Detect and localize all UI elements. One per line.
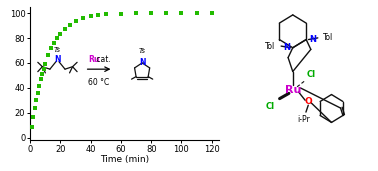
- Text: Tol: Tol: [265, 42, 276, 51]
- X-axis label: Time (min): Time (min): [100, 155, 149, 165]
- Point: [80, 17, 86, 20]
- Point: [42, 62, 48, 65]
- Point: [36, 84, 42, 87]
- Point: [163, 12, 169, 15]
- Point: [35, 91, 41, 94]
- Point: [62, 27, 68, 30]
- Point: [30, 116, 36, 119]
- Text: 60 °C: 60 °C: [88, 78, 109, 87]
- Point: [118, 12, 124, 15]
- Text: N: N: [309, 35, 316, 44]
- Text: Cl: Cl: [307, 70, 316, 79]
- Point: [148, 12, 154, 15]
- Point: [45, 54, 51, 57]
- Point: [48, 47, 54, 50]
- Point: [103, 13, 109, 16]
- Text: Ts: Ts: [54, 47, 61, 53]
- Point: [38, 78, 44, 81]
- Point: [88, 15, 94, 18]
- Point: [29, 126, 35, 128]
- Point: [41, 67, 47, 70]
- Text: N: N: [54, 55, 61, 64]
- Text: Ru: Ru: [88, 55, 100, 64]
- Text: Ru: Ru: [285, 86, 301, 95]
- Point: [194, 12, 200, 14]
- Point: [209, 12, 215, 14]
- Point: [33, 99, 39, 101]
- Point: [178, 12, 184, 15]
- Text: Cl: Cl: [266, 102, 275, 111]
- Text: i-Pr: i-Pr: [297, 115, 310, 124]
- Text: N: N: [283, 43, 290, 52]
- Text: cat.: cat.: [94, 55, 111, 64]
- Point: [57, 32, 64, 35]
- Point: [54, 36, 60, 39]
- Point: [95, 14, 101, 17]
- Point: [73, 20, 79, 23]
- Point: [39, 72, 45, 75]
- Text: Ts: Ts: [139, 48, 146, 54]
- Point: [67, 24, 73, 27]
- Text: Tol: Tol: [323, 33, 333, 42]
- Text: O: O: [304, 97, 312, 106]
- Point: [51, 41, 57, 44]
- Point: [32, 107, 38, 110]
- Text: N: N: [139, 58, 146, 67]
- Point: [133, 12, 139, 15]
